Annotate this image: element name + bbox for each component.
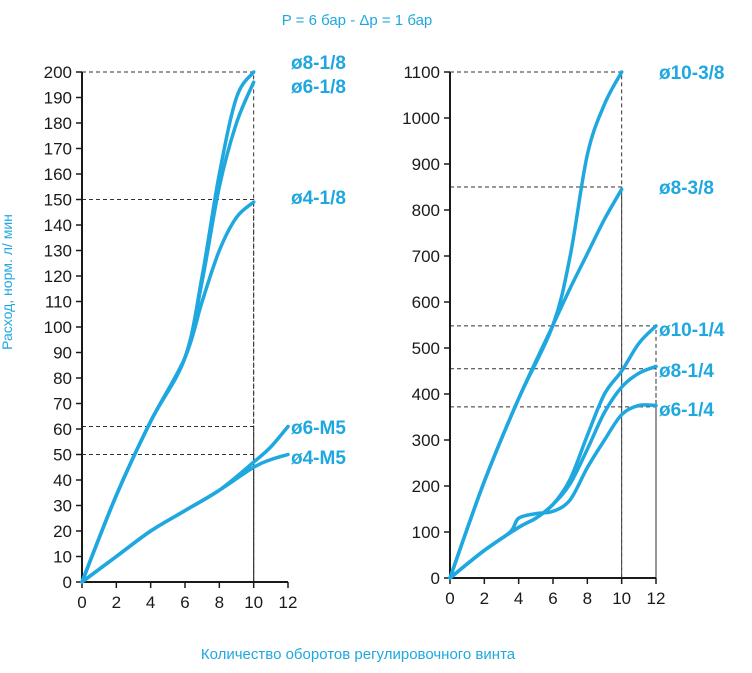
series-label: ø10-3/8 (659, 63, 724, 84)
y-tick-label: 180 (44, 114, 72, 133)
series-label: ø8-3/8 (659, 178, 714, 199)
y-tick-label: 50 (53, 446, 72, 465)
series-label: ø4-M5 (291, 448, 346, 469)
x-tick-label: 8 (583, 589, 592, 608)
reference-line (450, 186, 623, 578)
reference-line (450, 368, 657, 578)
y-tick-label: 200 (44, 63, 72, 82)
series-line (80, 200, 256, 584)
y-tick-label: 90 (53, 344, 72, 363)
y-tick-label: 10 (53, 548, 72, 567)
x-tick-label: 6 (548, 589, 557, 608)
y-tick-label: 900 (412, 155, 440, 174)
y-tick-label: 100 (44, 318, 72, 337)
y-tick-label: 60 (53, 420, 72, 439)
series-label: ø8-1/4 (659, 361, 714, 382)
series-line (80, 452, 290, 584)
x-tick-label: 10 (612, 589, 631, 608)
y-tick-label: 400 (412, 385, 440, 404)
y-tick-label: 70 (53, 395, 72, 414)
y-axis-label: Расход, норм. л/ мин (0, 214, 15, 350)
series-label: ø10-1/4 (659, 320, 725, 341)
y-tick-label: 30 (53, 497, 72, 516)
y-tick-label: 140 (44, 216, 72, 235)
y-tick-label: 40 (53, 471, 72, 490)
series-label: ø6-M5 (291, 418, 346, 439)
reference-line (82, 454, 255, 582)
x-axis-label: Количество оборотов регулировочного винт… (201, 646, 516, 663)
y-tick-label: 500 (412, 339, 440, 358)
y-tick-label: 1100 (403, 63, 440, 82)
y-tick-label: 700 (412, 247, 440, 266)
x-tick-label: 12 (647, 589, 666, 608)
y-tick-label: 0 (63, 573, 72, 592)
y-tick-label: 200 (412, 477, 440, 496)
y-tick-label: 800 (412, 201, 440, 220)
y-tick-label: 20 (53, 522, 72, 541)
series-label: ø6-1/4 (659, 400, 714, 421)
chart-title: P = 6 бар - Δp = 1 бар (282, 12, 433, 29)
x-tick-label: 10 (244, 593, 263, 612)
series-line (448, 324, 658, 580)
series-line (448, 403, 658, 580)
series-label: ø4-1/8 (291, 188, 346, 209)
right-chart-panel: 0 2 4 6 8 10 12 0 100 200 300 400 500 600 700 800 900 100… (402, 63, 725, 608)
y-tick-label: 130 (44, 242, 72, 261)
x-tick-label: 2 (480, 589, 489, 608)
y-tick-label: 150 (44, 191, 72, 210)
y-tick-label: 190 (44, 89, 72, 108)
series-line (448, 187, 624, 580)
reference-line (82, 425, 255, 582)
y-tick-label: 110 (45, 293, 72, 312)
x-tick-label: 6 (180, 593, 189, 612)
reference-line (82, 199, 255, 582)
x-tick-label: 2 (112, 593, 121, 612)
y-tick-label: 80 (53, 369, 72, 388)
x-tick-label: 0 (77, 593, 86, 612)
left-chart-panel: 0 2 4 6 8 10 120102030405060708090100110120130… (44, 53, 347, 612)
y-tick-label: 120 (44, 267, 72, 286)
series-line (80, 80, 256, 584)
series-label: ø8-1/8 (291, 53, 346, 74)
y-tick-label: 0 (431, 569, 440, 588)
series-label: ø6-1/8 (291, 77, 346, 98)
y-tick-label: 100 (412, 523, 440, 542)
x-tick-label: 4 (514, 589, 523, 608)
y-tick-label: 300 (412, 431, 440, 450)
series-line (448, 364, 658, 580)
y-tick-label: 600 (412, 293, 440, 312)
x-tick-label: 12 (279, 593, 298, 612)
y-tick-label: 1000 (402, 109, 440, 128)
x-tick-label: 8 (215, 593, 224, 612)
y-tick-label: 160 (44, 165, 72, 184)
x-tick-label: 0 (445, 589, 454, 608)
y-tick-label: 170 (44, 140, 72, 159)
x-tick-label: 4 (146, 593, 155, 612)
